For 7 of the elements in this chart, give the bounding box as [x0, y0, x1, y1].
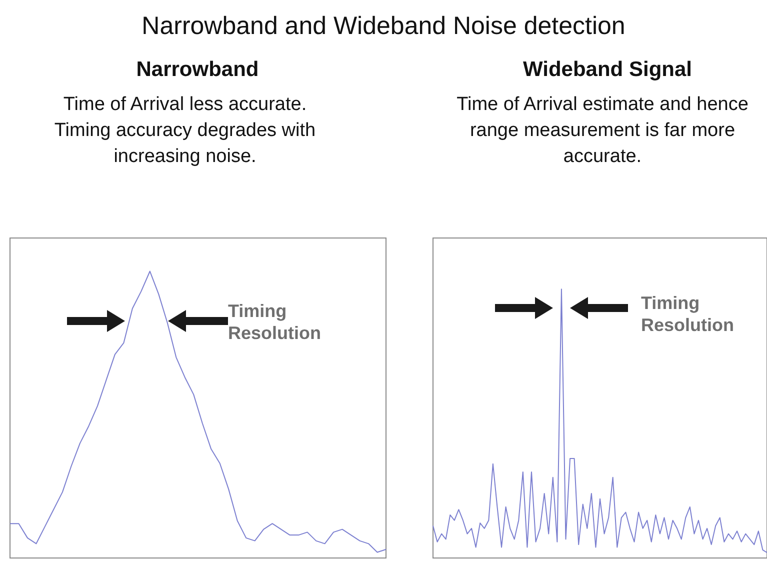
annotation: Timing Resolution [641, 292, 735, 336]
chart-title: Narrowband [135, 58, 260, 82]
chart-subtitle: Time of Arrival estimate and hence range measurement is far more accurate. [456, 93, 750, 169]
chart-title: Wideband Signal [522, 58, 693, 82]
chart-subtitle: Time of Arrival less accurate. Timing accuracy degrades with increasing noise. [53, 93, 317, 169]
text: Narrowband and Wideband Noise detection [140, 12, 626, 41]
annotation: Timing Resolution [228, 300, 322, 344]
